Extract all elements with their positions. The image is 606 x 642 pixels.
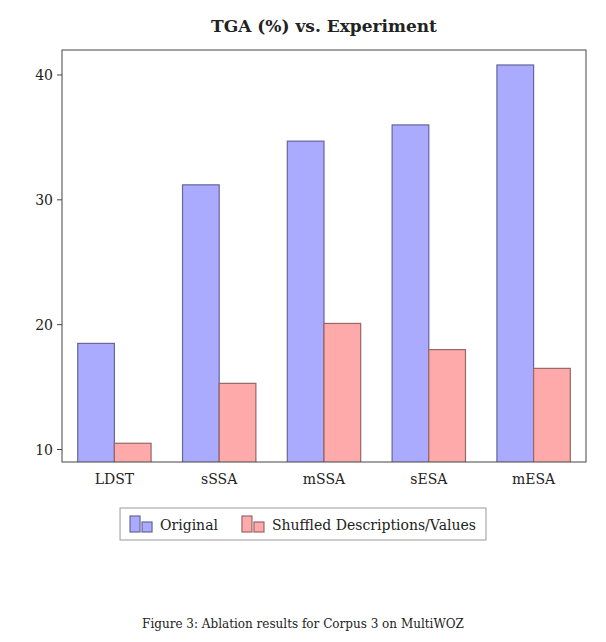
bar — [219, 383, 256, 462]
plot-frame — [62, 50, 586, 462]
chart-container: TGA (%) vs. Experiment 10 20 30 40 LDST sSSA mS… — [0, 0, 606, 642]
legend-item: Original — [130, 516, 218, 533]
legend-label: Shuffled Descriptions/Values — [272, 517, 476, 533]
bar — [324, 323, 361, 462]
y-tick — [57, 324, 62, 325]
legend-label: Original — [160, 517, 218, 533]
bar — [78, 343, 115, 462]
x-tick-label: mESA — [512, 471, 556, 487]
bar — [534, 368, 571, 462]
x-tick-label: mSSA — [303, 471, 346, 487]
bar — [183, 185, 220, 462]
legend-item: Shuffled Descriptions/Values — [242, 516, 476, 533]
y-tick — [57, 199, 62, 200]
legend: Original Shuffled Descriptions/Values — [120, 508, 486, 540]
x-tick-label: sESA — [410, 471, 448, 487]
legend-swatch — [142, 522, 152, 532]
title: TGA (%) vs. Experiment — [211, 16, 437, 36]
bar — [497, 65, 534, 462]
legend-swatch — [242, 516, 252, 532]
bar — [287, 141, 324, 462]
caption: Figure 3: Ablation results for Corpus 3 … — [142, 617, 464, 631]
bars — [78, 65, 571, 462]
legend-swatch — [254, 522, 264, 532]
y-tick-label: 30 — [35, 192, 53, 208]
y-tick — [57, 74, 62, 75]
y-tick — [57, 449, 62, 450]
legend-box — [120, 508, 486, 540]
bar — [114, 443, 151, 462]
legend-swatch — [130, 516, 140, 532]
bar — [429, 350, 466, 462]
chart-svg: TGA (%) vs. Experiment 10 20 30 40 LDST sSSA mS… — [0, 0, 606, 642]
y-tick-label: 20 — [35, 317, 53, 333]
y-tick-label: 10 — [35, 442, 53, 458]
x-tick-label: LDST — [95, 471, 135, 487]
bar — [392, 125, 429, 462]
x-tick-label: sSSA — [201, 471, 238, 487]
y-tick-label: 40 — [35, 67, 53, 83]
